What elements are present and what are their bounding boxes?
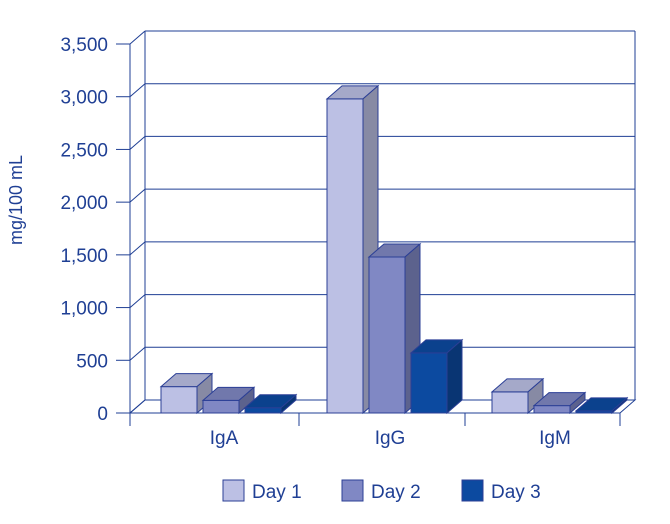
y-tick-label: 3,000 [60,88,108,109]
gridline-depth [129,83,146,98]
y-tick-label: 2,000 [60,193,108,214]
bar-igm-day-1 [490,377,545,415]
bar-side [446,338,463,415]
legend-label: Day 2 [371,482,421,503]
bar-front [368,256,406,414]
gridline-depth [129,188,146,203]
bar-igm-day-2 [532,391,587,415]
gridline-depth [129,136,146,150]
bar-side [611,396,628,415]
gridline-depth [129,241,146,256]
y-tick-label: 500 [76,351,108,372]
y-tick-label: 1,000 [60,299,108,320]
bar-front [202,399,240,414]
legend-label: Day 1 [252,482,302,503]
bar-iga-day-1 [159,372,214,415]
labels-layer: 0 500 1,000 1,500 2,000 2,500 3,000 3,500 IgA IgG… [60,35,570,449]
bar-iga-day-2 [201,386,256,415]
y-tick-label: 2,500 [60,140,108,161]
bar-front [410,352,448,414]
gridline-depth [129,30,146,45]
legend: Day 1 Day 2 Day 3 [222,479,541,503]
bar-front [160,386,198,414]
bar-iga-day-3 [243,393,298,415]
y-tick-label: 1,500 [60,246,108,267]
bar-igm-day-3 [574,396,629,415]
category-label: IgM [539,428,571,449]
bar-igg-day-2 [367,242,422,415]
legend-swatch [341,479,364,502]
legend-swatch [461,479,484,502]
bar-side [569,391,586,415]
legend-swatch [222,479,245,502]
category-label: IgA [210,428,239,449]
y-axis-title: mg/100 mL [6,155,26,245]
gridline-depth [129,346,146,361]
bar-front [491,391,529,414]
bar-igg-day-3 [409,338,464,415]
bar-side [280,393,297,415]
bars-layer [159,84,629,415]
y-tick-label: 0 [97,404,108,425]
bar-igg-day-1 [325,84,380,415]
legend-label: Day 3 [491,482,541,503]
bar-front [326,98,364,414]
gridline-depth [129,294,146,308]
y-tick-label: 3,500 [60,35,108,56]
bar-front [244,407,282,414]
category-label: IgG [375,428,406,449]
bar-front [533,405,571,414]
